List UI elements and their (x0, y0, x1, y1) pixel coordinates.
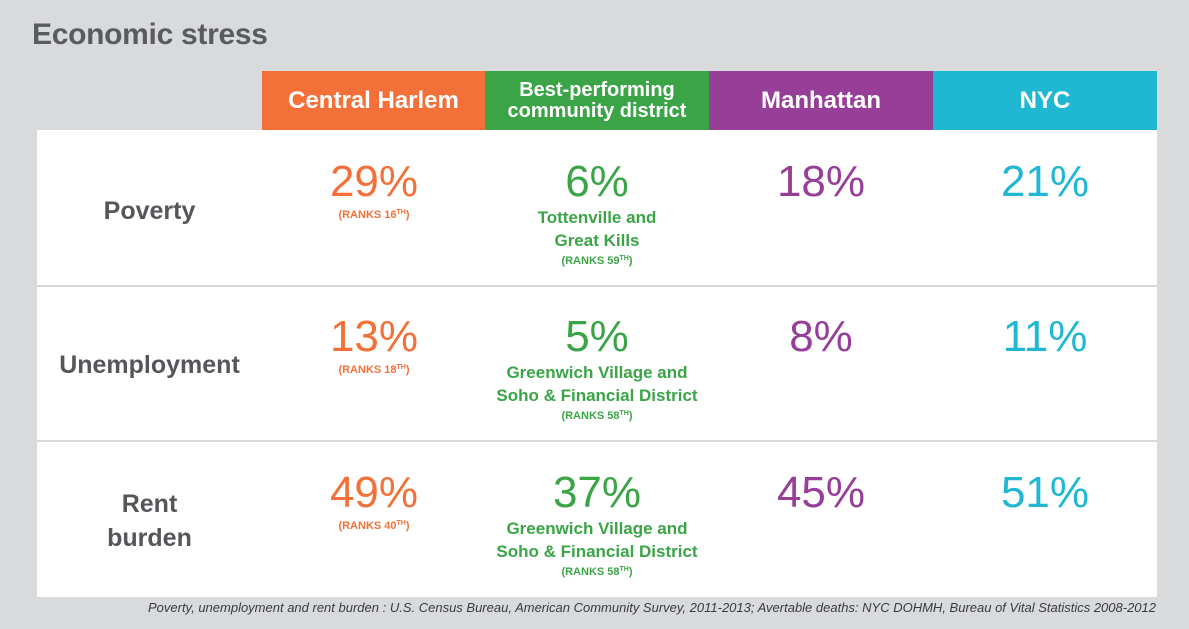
column-header-label-line2: community district (507, 99, 687, 122)
rank-sup: TH (619, 255, 629, 262)
value: 5% (565, 312, 629, 361)
row-label-text: Poverty (103, 197, 196, 225)
cell-harlem-poverty: 29% (RANKS 16TH) (262, 158, 486, 222)
column-header-best-performing: Best-performing community district (485, 71, 709, 130)
row-label-text-line2: burden (107, 524, 192, 552)
value: 51% (1000, 468, 1090, 517)
value: 21% (1000, 157, 1090, 206)
row-label-poverty: Poverty (37, 194, 262, 228)
rank-text: (RANKS 58 (561, 410, 620, 422)
column-header-manhattan: Manhattan (709, 71, 933, 130)
rank: (RANKS 16TH) (262, 206, 486, 222)
rank-close: ) (628, 566, 633, 578)
data-table-panel (37, 130, 1157, 597)
cell-manhattan-rent-burden: 45% (709, 469, 933, 517)
rank: (RANKS 40TH) (262, 517, 486, 533)
rank-sup: TH (619, 566, 629, 573)
cell-nyc-unemployment: 11% (933, 313, 1157, 361)
row-label-unemployment: Unemployment (37, 348, 262, 382)
rank-text: (RANKS 18 (338, 364, 397, 376)
cell-manhattan-unemployment: 8% (709, 313, 933, 361)
column-header-label: NYC (1019, 86, 1071, 114)
cell-best-rent-burden: 37% Greenwich Village and Soho & Financi… (485, 469, 709, 579)
cell-harlem-unemployment: 13% (RANKS 18TH) (262, 313, 486, 377)
cell-manhattan-poverty: 18% (709, 158, 933, 206)
column-header-label-line1: Best-performing (519, 78, 675, 101)
rank-text: (RANKS 59 (561, 255, 620, 267)
district-name-line2: Soho & Financial District (496, 542, 698, 561)
district-name-line1: Greenwich Village and (506, 519, 688, 538)
rank-sup: TH (396, 520, 406, 527)
rank-close: ) (405, 209, 410, 221)
rank-sup: TH (396, 364, 406, 371)
rank: (RANKS 18TH) (262, 361, 486, 377)
column-header-central-harlem: Central Harlem (262, 71, 485, 130)
value: 6% (565, 157, 629, 206)
value: 18% (776, 157, 866, 206)
value: 11% (1002, 312, 1088, 361)
row-label-rent-burden: Rent burden (37, 487, 262, 555)
rank-text: (RANKS 58 (561, 566, 620, 578)
rank-close: ) (405, 520, 410, 532)
page-title: Economic stress (32, 18, 268, 51)
district-name-line1: Tottenville and (537, 208, 657, 227)
rank-close: ) (628, 255, 633, 267)
rank: (RANKS 58TH) (485, 563, 709, 579)
district-name-line1: Greenwich Village and (506, 363, 688, 382)
row-label-text-line1: Rent (121, 490, 178, 518)
rank-text: (RANKS 40 (338, 520, 397, 532)
rank: (RANKS 58TH) (485, 407, 709, 423)
value: 29% (329, 157, 419, 206)
rank-close: ) (405, 364, 410, 376)
rank-sup: TH (396, 209, 406, 216)
value: 49% (329, 468, 419, 517)
row-divider (37, 440, 1157, 442)
value: 8% (789, 312, 853, 361)
rank: (RANKS 59TH) (485, 252, 709, 268)
cell-harlem-rent-burden: 49% (RANKS 40TH) (262, 469, 486, 533)
source-footnote: Poverty, unemployment and rent burden : … (147, 600, 1156, 615)
value: 45% (776, 468, 866, 517)
district-name-line2: Soho & Financial District (496, 386, 698, 405)
rank-close: ) (628, 410, 633, 422)
rank-sup: TH (619, 410, 629, 417)
cell-nyc-poverty: 21% (933, 158, 1157, 206)
cell-best-poverty: 6% Tottenville and Great Kills (RANKS 59… (485, 158, 709, 268)
row-label-text: Unemployment (59, 351, 240, 379)
district-name-line2: Great Kills (554, 231, 640, 250)
column-header-nyc: NYC (933, 71, 1157, 130)
rank-text: (RANKS 16 (338, 209, 397, 221)
column-header-label: Central Harlem (288, 86, 459, 114)
column-header-label: Manhattan (761, 86, 881, 114)
value: 37% (552, 468, 642, 517)
value: 13% (329, 312, 419, 361)
row-divider (37, 285, 1157, 287)
cell-nyc-rent-burden: 51% (933, 469, 1157, 517)
cell-best-unemployment: 5% Greenwich Village and Soho & Financia… (485, 313, 709, 423)
